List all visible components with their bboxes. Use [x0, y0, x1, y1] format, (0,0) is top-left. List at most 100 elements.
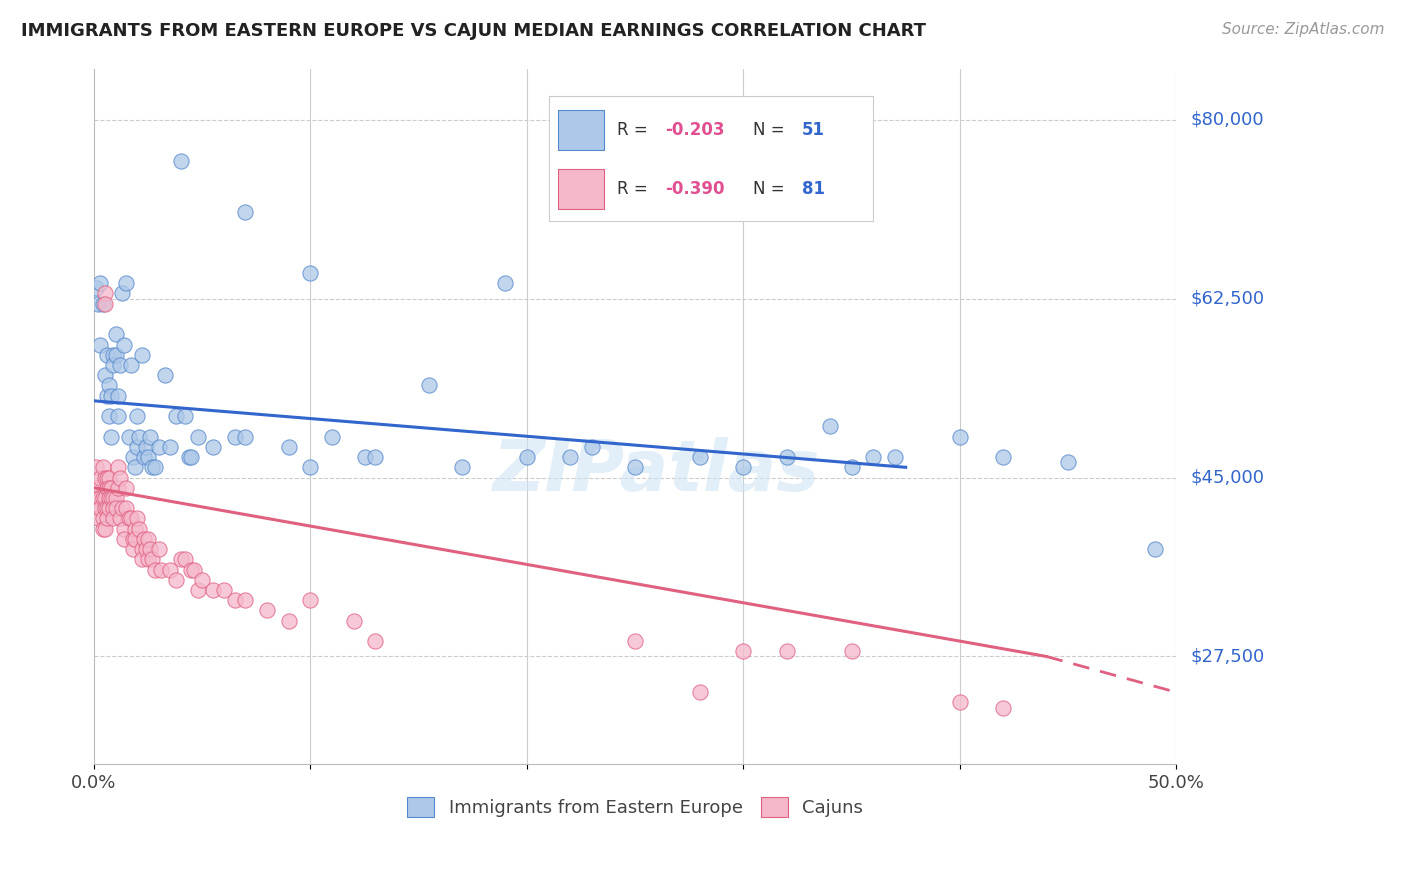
- Point: [131, 348, 153, 362]
- Point: [841, 460, 863, 475]
- Point: [108, 470, 131, 484]
- Point: [141, 552, 163, 566]
- Point: [87, 296, 110, 310]
- Point: [165, 573, 187, 587]
- Point: [132, 450, 155, 464]
- Point: [98, 491, 121, 505]
- Point: [89, 491, 111, 505]
- Point: [991, 700, 1014, 714]
- Point: [131, 542, 153, 557]
- Point: [516, 450, 538, 464]
- Text: IMMIGRANTS FROM EASTERN EUROPE VS CAJUN MEDIAN EARNINGS CORRELATION CHART: IMMIGRANTS FROM EASTERN EUROPE VS CAJUN …: [21, 22, 927, 40]
- Point: [224, 429, 246, 443]
- Point: [173, 409, 195, 424]
- Point: [89, 277, 111, 291]
- Legend: Immigrants from Eastern Europe, Cajuns: Immigrants from Eastern Europe, Cajuns: [399, 790, 870, 824]
- Text: $62,500: $62,500: [1191, 290, 1264, 308]
- Text: $27,500: $27,500: [1191, 648, 1264, 665]
- Point: [122, 542, 145, 557]
- Point: [120, 511, 142, 525]
- Point: [191, 573, 214, 587]
- Point: [103, 511, 125, 525]
- Point: [107, 389, 129, 403]
- Point: [143, 563, 166, 577]
- Point: [343, 614, 366, 628]
- Point: [179, 450, 201, 464]
- Text: ZIPatlas: ZIPatlas: [494, 437, 821, 507]
- Point: [84, 481, 107, 495]
- Point: [991, 450, 1014, 464]
- Point: [148, 542, 170, 557]
- Point: [180, 563, 202, 577]
- Point: [122, 450, 145, 464]
- Point: [143, 460, 166, 475]
- Point: [94, 368, 117, 383]
- Point: [107, 409, 129, 424]
- Point: [139, 542, 162, 557]
- Text: $45,000: $45,000: [1191, 468, 1264, 486]
- Point: [212, 582, 235, 597]
- Point: [127, 409, 149, 424]
- Point: [418, 378, 440, 392]
- Point: [733, 644, 755, 658]
- Point: [87, 511, 110, 525]
- Point: [173, 552, 195, 566]
- Point: [148, 440, 170, 454]
- Point: [299, 593, 322, 607]
- Point: [96, 389, 118, 403]
- Point: [128, 429, 150, 443]
- Point: [364, 450, 387, 464]
- Point: [103, 491, 125, 505]
- Point: [96, 481, 118, 495]
- Point: [104, 327, 127, 342]
- Point: [111, 501, 134, 516]
- Point: [94, 501, 117, 516]
- Point: [136, 450, 159, 464]
- Point: [91, 296, 114, 310]
- Point: [235, 204, 257, 219]
- Point: [818, 419, 841, 434]
- Point: [201, 440, 224, 454]
- Point: [94, 491, 117, 505]
- Point: [159, 563, 181, 577]
- Point: [103, 501, 125, 516]
- Point: [107, 481, 129, 495]
- Point: [100, 491, 122, 505]
- Point: [124, 532, 146, 546]
- Point: [103, 348, 125, 362]
- Point: [115, 277, 138, 291]
- Point: [353, 450, 375, 464]
- Point: [949, 429, 972, 443]
- Point: [96, 511, 118, 525]
- Point: [136, 532, 159, 546]
- Point: [135, 440, 157, 454]
- Point: [89, 470, 111, 484]
- Point: [91, 460, 114, 475]
- Point: [94, 286, 117, 301]
- Point: [94, 296, 117, 310]
- Point: [150, 563, 173, 577]
- Point: [98, 409, 121, 424]
- Point: [107, 460, 129, 475]
- Point: [1057, 455, 1080, 469]
- Point: [141, 460, 163, 475]
- Point: [689, 685, 711, 699]
- Point: [733, 460, 755, 475]
- Point: [201, 582, 224, 597]
- Point: [364, 634, 387, 648]
- Point: [104, 501, 127, 516]
- Point: [256, 603, 278, 617]
- Point: [180, 450, 202, 464]
- Point: [159, 440, 181, 454]
- Point: [108, 511, 131, 525]
- Point: [224, 593, 246, 607]
- Point: [124, 460, 146, 475]
- Point: [883, 450, 905, 464]
- Point: [299, 266, 322, 280]
- Point: [91, 511, 114, 525]
- Point: [165, 409, 187, 424]
- Point: [581, 440, 603, 454]
- Point: [128, 522, 150, 536]
- Point: [117, 511, 139, 525]
- Point: [89, 337, 111, 351]
